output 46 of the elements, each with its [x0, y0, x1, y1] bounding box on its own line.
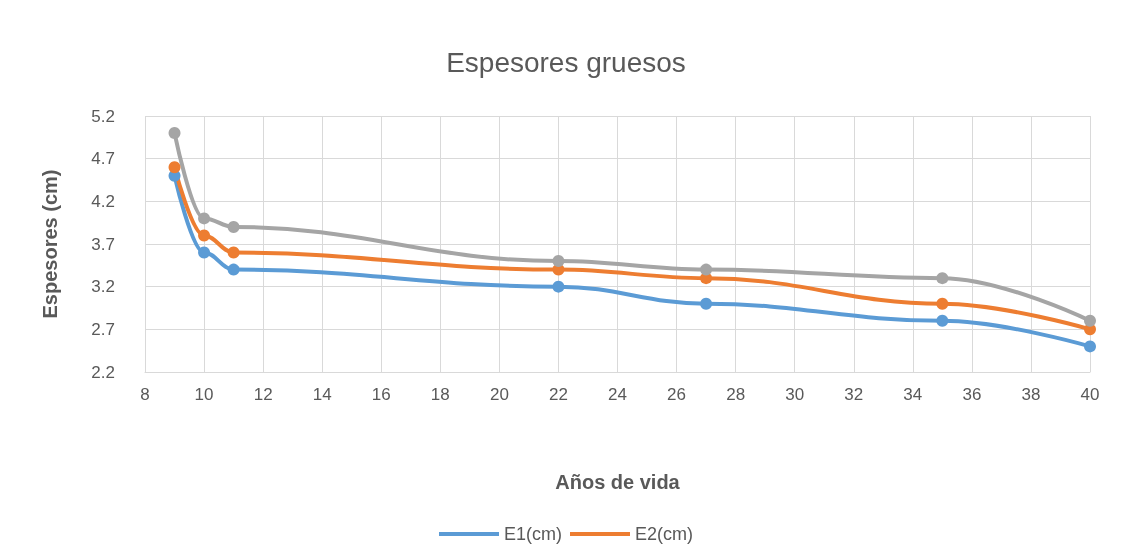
x-axis-title: Años de vida — [555, 471, 681, 493]
y-tick-label: 4.7 — [91, 149, 115, 169]
point — [227, 263, 240, 276]
point — [168, 127, 181, 140]
point — [552, 280, 565, 293]
x-tick-label: 24 — [608, 385, 627, 404]
point — [700, 263, 713, 276]
x-tick-label: 8 — [140, 385, 150, 404]
point — [1084, 340, 1096, 353]
point — [198, 229, 211, 242]
x-tick-label: 28 — [726, 385, 746, 404]
point — [198, 212, 211, 225]
x-tick-label: 20 — [489, 385, 509, 404]
y-tick-label: 3.7 — [91, 234, 115, 254]
point — [936, 297, 949, 310]
point — [1084, 314, 1096, 327]
x-tick-label: 10 — [194, 385, 214, 404]
legend-label: E2(cm) — [635, 524, 693, 544]
y-tick-label: 2.7 — [91, 319, 115, 339]
legend-label: E1(cm) — [504, 524, 562, 544]
point — [198, 246, 211, 259]
y-tick-label: 5.2 — [91, 106, 115, 126]
x-tick-label: 26 — [667, 385, 687, 404]
x-tick-label: 18 — [430, 385, 450, 404]
chart-title: Espesores gruesos — [446, 46, 686, 78]
x-tick-label: 30 — [785, 385, 805, 404]
x-tick-label: 16 — [371, 385, 391, 404]
y-tick-label: 4.2 — [91, 191, 115, 211]
x-tick-label: 14 — [312, 385, 332, 404]
point — [168, 161, 181, 174]
point — [227, 246, 240, 259]
point — [700, 297, 713, 310]
x-tick-label: 34 — [903, 385, 923, 404]
x-tick-label: 12 — [253, 385, 273, 404]
x-tick-label: 36 — [962, 385, 982, 404]
x-tick-label: 32 — [844, 385, 864, 404]
point — [936, 272, 949, 285]
x-tick-label: 38 — [1021, 385, 1041, 404]
point — [552, 255, 565, 268]
y-tick-label: 3.2 — [91, 277, 115, 297]
x-tick-label: 40 — [1080, 385, 1100, 404]
x-tick-label: 22 — [548, 385, 568, 404]
point — [227, 220, 240, 233]
y-tick-label: 2.2 — [91, 362, 115, 382]
point — [936, 314, 949, 327]
y-axis-title: Espesores (cm) — [39, 169, 61, 319]
